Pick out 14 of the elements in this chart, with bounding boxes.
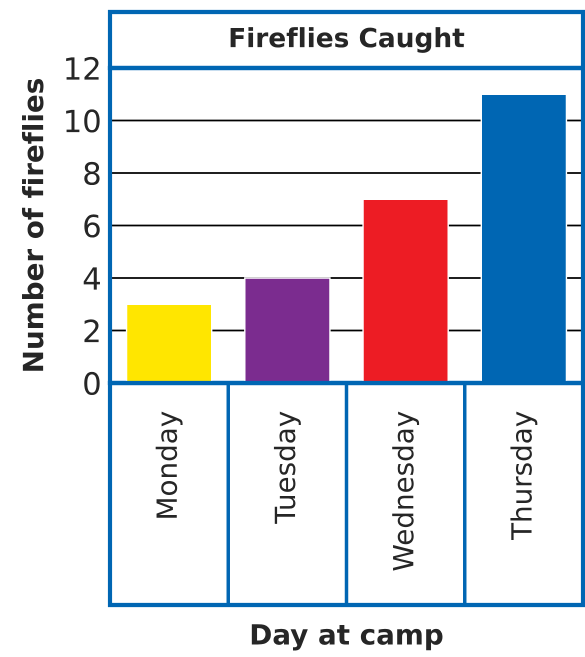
chart-title: Fireflies Caught <box>230 27 464 53</box>
y-tick-label: 10 <box>66 109 100 133</box>
y-tick-label: 4 <box>84 267 100 290</box>
x-tick-label: Tuesday <box>274 412 301 524</box>
y-tick-label: 0 <box>84 372 100 396</box>
x-tick-label: Wednesday <box>392 412 420 571</box>
y-tick-label: 12 <box>66 56 99 80</box>
x-tick-label: Monday <box>156 412 183 518</box>
y-axis-title: Number of fireflies <box>22 79 44 371</box>
x-axis-title: Day at camp <box>252 624 442 650</box>
y-tick-label: 6 <box>84 214 100 238</box>
y-tick-label: 8 <box>84 162 100 186</box>
y-tick-label: 2 <box>84 319 99 342</box>
x-tick-label: Thursday <box>510 412 538 540</box>
